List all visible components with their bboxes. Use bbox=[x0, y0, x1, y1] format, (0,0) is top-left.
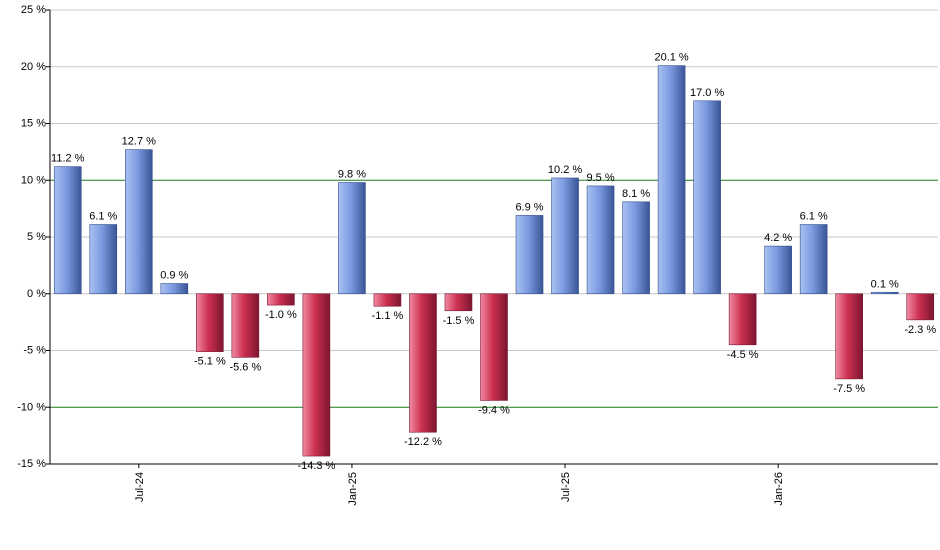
x-tick-label: Jul-24 bbox=[134, 472, 146, 502]
data-label: -2.3 % bbox=[904, 324, 936, 336]
data-label: -7.5 % bbox=[833, 383, 865, 395]
data-label: 17.0 % bbox=[690, 87, 724, 99]
bar bbox=[622, 201, 650, 295]
data-label: -5.1 % bbox=[194, 356, 226, 368]
axes: 25 % 20 % 15 % 10 % 5 % 0 % -5 % -10 % -15 % Jul-… bbox=[17, 4, 938, 506]
bar bbox=[338, 182, 366, 295]
bar bbox=[657, 65, 686, 295]
data-label: 8.1 % bbox=[622, 188, 650, 200]
data-label: 6.1 % bbox=[89, 211, 117, 223]
bar bbox=[693, 100, 721, 295]
data-label: -5.6 % bbox=[229, 361, 261, 373]
bar bbox=[302, 293, 331, 457]
bar bbox=[728, 293, 757, 346]
bar bbox=[764, 245, 792, 295]
data-label: 9.8 % bbox=[338, 169, 366, 181]
y-tick-label: 0 % bbox=[27, 288, 46, 300]
data-label: -1.1 % bbox=[372, 310, 404, 322]
data-label: -12.2 % bbox=[404, 436, 442, 448]
y-tick-label: -5 % bbox=[23, 345, 46, 357]
data-label: 9.5 % bbox=[586, 172, 614, 184]
y-tick-label: 15 % bbox=[21, 118, 46, 130]
y-tick-label: 25 % bbox=[21, 4, 46, 16]
data-label: 10.2 % bbox=[548, 164, 582, 176]
bar bbox=[196, 293, 224, 352]
bar bbox=[89, 224, 118, 295]
data-label: 12.7 % bbox=[122, 136, 156, 148]
data-label: 6.1 % bbox=[800, 211, 828, 223]
bar bbox=[53, 166, 82, 295]
y-tick-label: -10 % bbox=[17, 401, 46, 413]
bar bbox=[125, 149, 153, 295]
data-label: 6.9 % bbox=[515, 201, 543, 213]
bar bbox=[835, 293, 863, 380]
data-label: -1.5 % bbox=[443, 315, 475, 327]
x-tick-label: Jul-25 bbox=[560, 472, 572, 502]
bar bbox=[906, 293, 935, 321]
data-label: -9.4 % bbox=[478, 404, 510, 416]
bar bbox=[870, 291, 899, 295]
y-tick-label: 20 % bbox=[21, 61, 46, 73]
bars bbox=[53, 65, 935, 457]
data-label: 11.2 % bbox=[51, 153, 85, 165]
data-label: -4.5 % bbox=[727, 349, 759, 361]
data-label: 0.9 % bbox=[160, 270, 188, 282]
data-label: 4.2 % bbox=[764, 232, 792, 244]
data-label: -14.3 % bbox=[297, 460, 335, 472]
x-tick-label: Jan-25 bbox=[347, 472, 359, 506]
bar bbox=[373, 293, 402, 307]
bar bbox=[551, 177, 579, 295]
bar bbox=[444, 293, 473, 312]
y-tick-label: -15 % bbox=[17, 458, 46, 470]
data-label: 0.1 % bbox=[871, 278, 899, 290]
bar bbox=[799, 224, 828, 295]
bar bbox=[267, 293, 295, 306]
x-tick-label: Jan-26 bbox=[773, 472, 785, 506]
data-label: -1.0 % bbox=[265, 309, 297, 321]
bar bbox=[586, 185, 615, 295]
data-label: 20.1 % bbox=[654, 52, 688, 64]
bar bbox=[515, 215, 544, 295]
bar bbox=[409, 293, 437, 433]
reference-lines bbox=[50, 179, 938, 408]
y-tick-label: 10 % bbox=[21, 174, 46, 186]
bar bbox=[160, 283, 189, 295]
data-labels: 11.2 % 6.1 % 12.7 % 0.9 % -5.1 % -5.6 % -1.0 %… bbox=[51, 52, 936, 472]
bar bbox=[231, 293, 260, 358]
bar bbox=[480, 293, 508, 401]
y-tick-label: 5 % bbox=[27, 231, 46, 243]
